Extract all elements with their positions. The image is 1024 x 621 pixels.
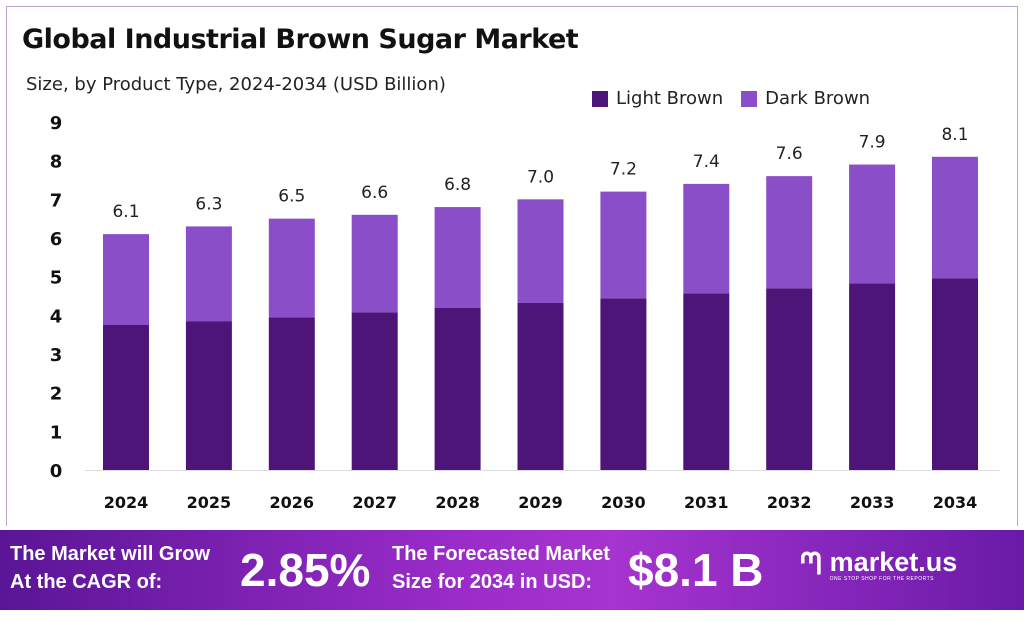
total-label: 6.3	[195, 194, 222, 214]
forecast-label-line: Size for 2034 in USD:	[392, 571, 593, 593]
total-label: 7.4	[693, 152, 720, 172]
total-label: 6.6	[361, 183, 388, 203]
x-tick-label: 2025	[187, 493, 232, 512]
y-tick-label: 4	[50, 306, 63, 327]
bar-light-brown	[434, 307, 481, 470]
logo-name: market.us	[829, 547, 958, 577]
summary-banner: The Market will Grow At the CAGR of: 2.85…	[0, 530, 1024, 610]
x-tick-label: 2031	[684, 493, 729, 512]
bar-light-brown	[185, 321, 232, 470]
x-tick-label: 2034	[933, 493, 978, 512]
bar-dark-brown	[185, 226, 232, 322]
chart-subtitle: Size, by Product Type, 2024-2034 (USD Bi…	[26, 74, 446, 95]
cagr-value: 2.85%	[240, 544, 371, 596]
total-label: 6.5	[278, 187, 305, 207]
logo-tagline: ONE STOP SHOP FOR THE REPORTS	[829, 576, 935, 582]
total-label: 8.1	[941, 125, 968, 145]
bar-dark-brown	[517, 199, 564, 303]
legend: Light Brown Dark Brown	[592, 88, 870, 109]
x-tick-label: 2026	[270, 493, 315, 512]
bar-light-brown	[932, 278, 978, 470]
legend-label: Dark Brown	[765, 88, 871, 109]
y-tick-label: 3	[50, 345, 63, 366]
bar-light-brown	[268, 317, 315, 470]
forecast-label: The Forecasted Market Size for 2034 in US…	[392, 540, 610, 596]
cagr-label: The Market will Grow At the CAGR of:	[10, 540, 210, 596]
total-label: 6.1	[112, 202, 139, 222]
total-label: 7.6	[776, 144, 803, 164]
y-tick-label: 5	[50, 268, 63, 289]
legend-label: Light Brown	[616, 88, 724, 109]
total-label: 7.2	[610, 160, 637, 180]
bar-chart: 0 1 2 3 4 5 6 7 8 9 6.1 2024 6.3 2025 6.5 2026 6.6 2027 6.…	[50, 113, 1000, 512]
legend-swatch	[592, 90, 608, 107]
y-tick-label: 0	[50, 461, 63, 482]
bar-dark-brown	[103, 234, 149, 325]
total-label: 6.8	[444, 175, 471, 195]
total-label: 7.9	[859, 133, 886, 153]
bar-light-brown	[766, 288, 813, 470]
x-tick-label: 2033	[850, 493, 895, 512]
market-us-logo-icon: ᘉ	[800, 548, 822, 581]
bar-light-brown	[683, 293, 730, 470]
forecast-label-line: The Forecasted Market	[392, 543, 610, 565]
bar-dark-brown	[434, 207, 481, 308]
y-tick-label: 8	[50, 152, 63, 173]
x-tick-label: 2028	[435, 493, 480, 512]
cagr-label-line: The Market will Grow	[10, 543, 211, 565]
x-tick-label: 2024	[104, 493, 149, 512]
y-tick-label: 2	[50, 384, 63, 405]
bar-dark-brown	[683, 183, 730, 294]
bar-light-brown	[517, 302, 564, 470]
bar-light-brown	[849, 283, 896, 470]
x-tick-label: 2029	[518, 493, 563, 512]
bar-dark-brown	[849, 164, 896, 284]
chart-title: Global Industrial Brown Sugar Market	[22, 24, 579, 55]
bar-dark-brown	[268, 218, 315, 318]
legend-item-light-brown: Light Brown	[592, 88, 723, 109]
y-tick-label: 7	[50, 190, 63, 211]
forecast-value: $8.1 B	[628, 544, 764, 596]
total-label: 7.0	[527, 167, 554, 187]
cagr-label-line: At the CAGR of:	[10, 571, 163, 593]
bar-dark-brown	[932, 156, 978, 279]
bar-dark-brown	[600, 191, 647, 299]
x-tick-label: 2030	[601, 493, 646, 512]
legend-swatch	[741, 90, 758, 107]
legend-item-dark-brown: Dark Brown	[741, 88, 870, 109]
market-us-logo: ᘉ market.us ONE STOP SHOP FOR THE REPORTS	[800, 548, 957, 582]
chart-frame	[6, 6, 1018, 526]
bar-light-brown	[351, 312, 398, 470]
bar-light-brown	[600, 298, 647, 470]
bar-dark-brown	[351, 214, 398, 313]
y-tick-label: 9	[50, 113, 63, 134]
y-tick-label: 1	[50, 422, 63, 443]
x-tick-label: 2032	[767, 493, 812, 512]
bar-dark-brown	[766, 176, 813, 289]
bar-light-brown	[103, 325, 149, 470]
x-tick-label: 2027	[352, 493, 397, 512]
y-tick-label: 6	[50, 229, 63, 250]
